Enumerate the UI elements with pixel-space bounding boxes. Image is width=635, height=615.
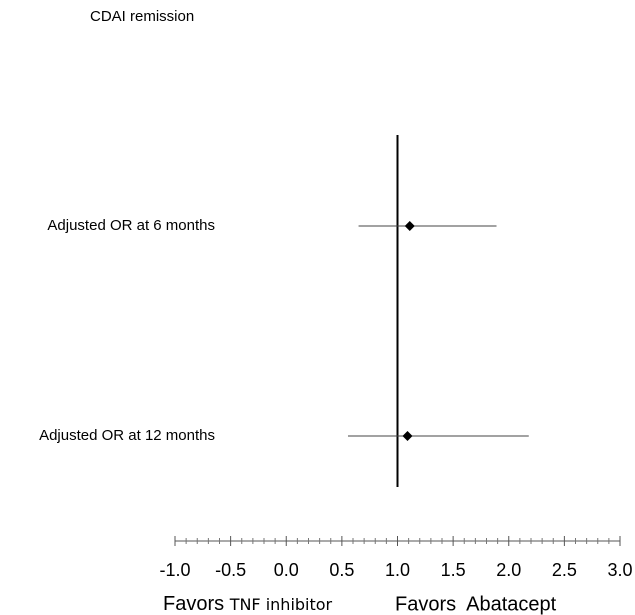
left-note: Favors TNF inhibitor xyxy=(163,593,333,615)
point-estimate xyxy=(402,431,413,441)
x-tick-label: -1.0 xyxy=(159,560,190,580)
x-tick-label: 0.5 xyxy=(329,560,354,580)
row-label: Adjusted OR at 12 months xyxy=(39,427,215,444)
x-tick-label: 3.0 xyxy=(607,560,632,580)
x-tick-label: 1.0 xyxy=(385,560,410,580)
x-tick-label: 1.5 xyxy=(441,560,466,580)
point-estimate xyxy=(404,221,415,231)
x-tick-label: 2.0 xyxy=(496,560,521,580)
chart-title: CDAI remission xyxy=(90,8,194,25)
left-note-prefix: Favors xyxy=(163,593,224,615)
right-note: Favors Abatacept xyxy=(395,593,557,615)
x-tick-label: 2.5 xyxy=(552,560,577,580)
left-note-group: TNF inhibitor xyxy=(229,595,333,614)
row-label: Adjusted OR at 6 months xyxy=(47,217,215,234)
x-tick-label: 0.0 xyxy=(274,560,299,580)
x-tick-label: -0.5 xyxy=(215,560,246,580)
